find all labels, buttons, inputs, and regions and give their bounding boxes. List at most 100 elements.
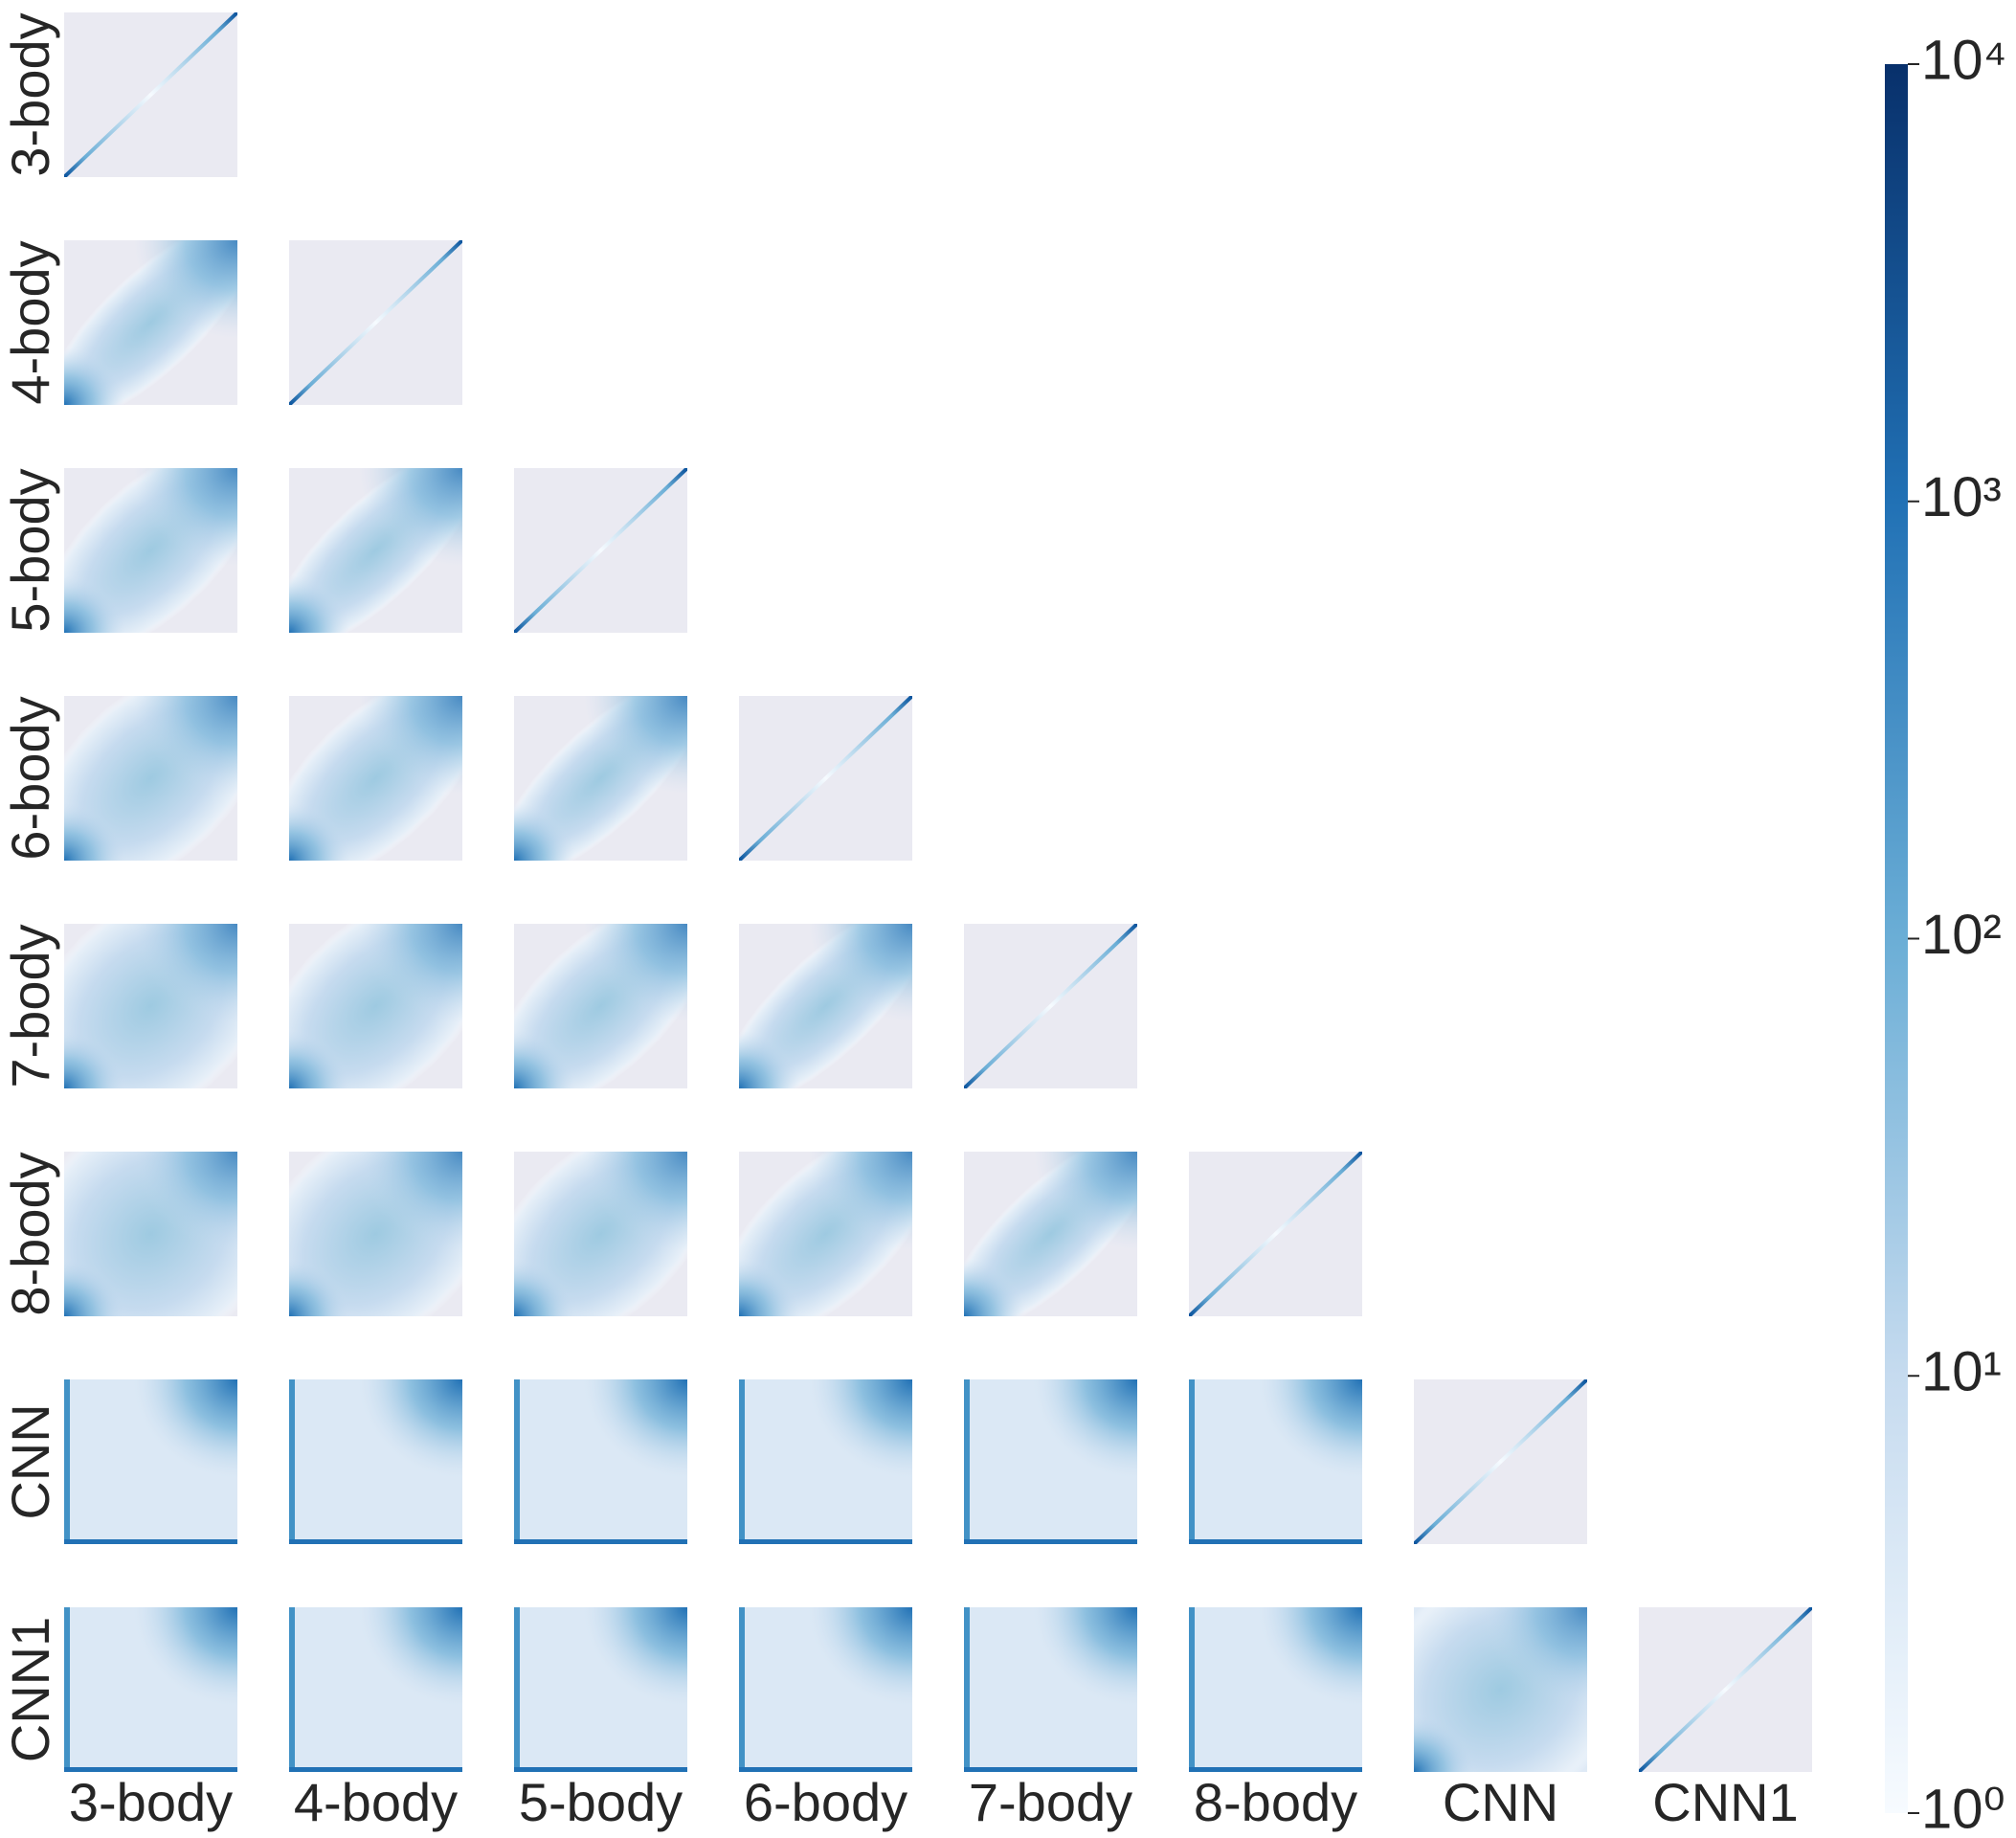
colorbar-tick-label: 10² [1921,904,2002,966]
origin [1414,1607,1587,1772]
origin [739,924,912,1088]
panel [289,924,462,1088]
corner [289,1379,462,1544]
panel [739,924,912,1088]
bottom-edge [1189,1539,1362,1544]
panel [514,1607,687,1772]
left-edge [964,1607,970,1772]
bottom-edge [289,1767,462,1772]
bottom-edge [514,1767,687,1772]
bottom-edge [289,1539,462,1544]
origin [739,1152,912,1316]
left-edge [514,1607,520,1772]
panel [514,1379,687,1544]
left-edge [739,1607,745,1772]
colorbar-tick-label: 10³ [1921,466,2002,528]
origin [64,1152,237,1316]
panel [64,12,237,177]
panel [739,696,912,861]
diagonal [964,924,1137,1088]
bottom-edge [739,1539,912,1544]
origin [289,468,462,633]
left-edge [739,1379,745,1544]
row-label: 4-body [0,240,60,404]
corner [1189,1379,1362,1544]
panel [64,468,237,633]
left-edge [1189,1607,1195,1772]
col-label: 4-body [294,1772,458,1832]
corner [964,1379,1137,1544]
colorbar-tick-label: 10⁴ [1921,29,2006,91]
diagonal [64,12,237,177]
panel [1414,1607,1587,1772]
corner [964,1607,1137,1772]
panel [739,1379,912,1544]
colorbar-tick-label: 10⁰ [1921,1778,2005,1838]
corner [739,1379,912,1544]
row-label: 5-body [0,468,60,632]
origin [514,924,687,1088]
col-label: 8-body [1194,1772,1357,1832]
left-edge [289,1379,295,1544]
bottom-edge [64,1539,237,1544]
origin [514,696,687,861]
colorbar-tick-label: 10¹ [1921,1341,2002,1403]
corner [64,1607,237,1772]
colorbar [1885,64,1908,1813]
origin [964,1152,1137,1316]
panel [964,1607,1137,1772]
panel [289,468,462,633]
panel [1189,1607,1362,1772]
left-edge [964,1379,970,1544]
left-edge [64,1379,70,1544]
panel [739,1152,912,1316]
panel [964,1379,1137,1544]
panel [64,1607,237,1772]
panel [1639,1607,1812,1772]
panel [514,696,687,861]
col-label: CNN [1443,1772,1558,1832]
origin [289,1152,462,1316]
row-label: 7-body [0,924,60,1087]
bottom-edge [64,1767,237,1772]
panel [64,1152,237,1316]
panel [514,924,687,1088]
bottom-edge [739,1767,912,1772]
panel [514,468,687,633]
bottom-edge [1189,1767,1362,1772]
bottom-edge [964,1767,1137,1772]
origin [64,468,237,633]
corner [514,1607,687,1772]
bottom-edge [514,1539,687,1544]
col-label: 3-body [69,1772,233,1832]
row-label: CNN [0,1403,60,1519]
origin [64,924,237,1088]
left-edge [1189,1379,1195,1544]
bottom-edge [964,1539,1137,1544]
panel [964,1152,1137,1316]
row-label: 6-body [0,696,60,860]
row-label: 8-body [0,1152,60,1315]
diagonal [289,240,462,405]
origin [514,1152,687,1316]
corner [1189,1607,1362,1772]
row-label: 3-body [0,12,60,176]
panel [64,924,237,1088]
panel [514,1152,687,1316]
left-edge [289,1607,295,1772]
col-label: 5-body [519,1772,683,1832]
corner [739,1607,912,1772]
diagonal [1189,1152,1362,1316]
corner [64,1379,237,1544]
diagonal [1414,1379,1587,1544]
row-label: CNN1 [0,1617,60,1762]
left-edge [514,1379,520,1544]
panel [64,1379,237,1544]
corner [514,1379,687,1544]
col-label: 7-body [969,1772,1132,1832]
panel [739,1607,912,1772]
origin [64,240,237,405]
panel [1414,1379,1587,1544]
